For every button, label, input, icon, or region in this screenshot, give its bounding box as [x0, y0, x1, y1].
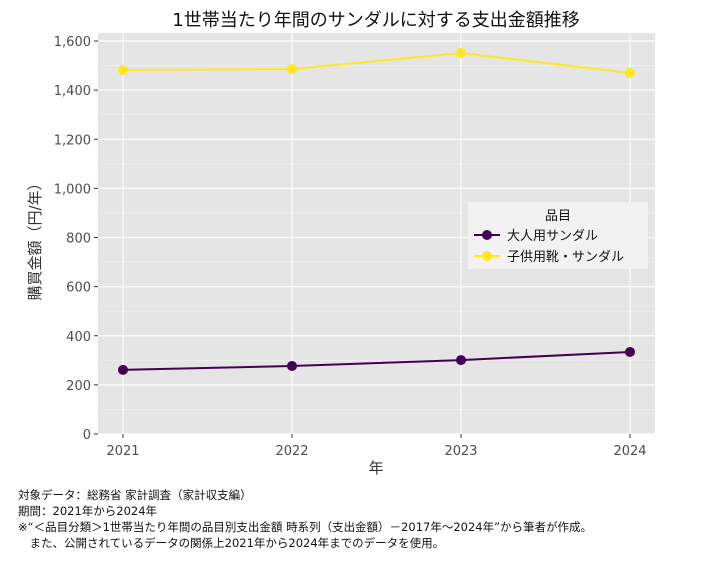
legend-label: 大人用サンダル: [507, 229, 598, 244]
data-point: [456, 355, 466, 366]
data-point: [456, 48, 466, 59]
data-point: [287, 360, 297, 371]
legend-key-point: [482, 230, 492, 240]
y-tick-label: 200: [66, 379, 91, 394]
note-line: ※“＜品目分類＞1世帯当たり年間の品目別支出金額 時系列（支出金額）－2017年…: [18, 520, 593, 534]
note-line: 対象データ：総務省 家計調査（家計収支編）: [18, 488, 252, 502]
note-line: また、公開されているデータの関係上2021年から2024年までのデータを使用。: [18, 536, 445, 550]
y-tick-label: 1,000: [54, 182, 91, 197]
data-point: [118, 64, 128, 75]
series-line: [122, 350, 631, 371]
source-notes: 対象データ：総務省 家計調査（家計収支編） 期間：2021年から2024年 ※“…: [18, 487, 592, 551]
x-tick-label: 2021: [106, 444, 139, 459]
line-chart: 0 200 400 600 800 1,000 1,200 1,400 1,600 2021 202…: [26, 10, 655, 477]
x-axis-label: 年: [368, 459, 383, 477]
y-tick-label: 1,400: [54, 84, 91, 99]
data-point: [287, 64, 297, 75]
y-tick-label: 800: [66, 232, 91, 247]
data-point: [118, 364, 128, 375]
data-point: [625, 346, 635, 357]
y-tick-label: 0: [83, 428, 91, 443]
x-tick-label: 2024: [613, 444, 646, 459]
legend-title: 品目: [545, 209, 571, 224]
y-tick-label: 1,200: [54, 133, 91, 148]
x-tick-label: 2023: [444, 444, 477, 459]
series-line: [122, 52, 631, 74]
y-tick-label: 600: [66, 281, 91, 296]
legend-key-point: [482, 251, 492, 261]
y-tick-label: 1,600: [54, 35, 91, 50]
y-tick-label: 400: [66, 330, 91, 345]
x-tick-label: 2022: [275, 444, 308, 459]
note-line: 期間：2021年から2024年: [18, 504, 158, 518]
y-axis-label: 購買金額（円/年）: [26, 175, 44, 300]
legend-label: 子供用靴・サンダル: [507, 250, 624, 265]
chart-title: 1世帯当たり年間のサンダルに対する支出金額推移: [172, 10, 579, 31]
data-point: [625, 67, 635, 78]
